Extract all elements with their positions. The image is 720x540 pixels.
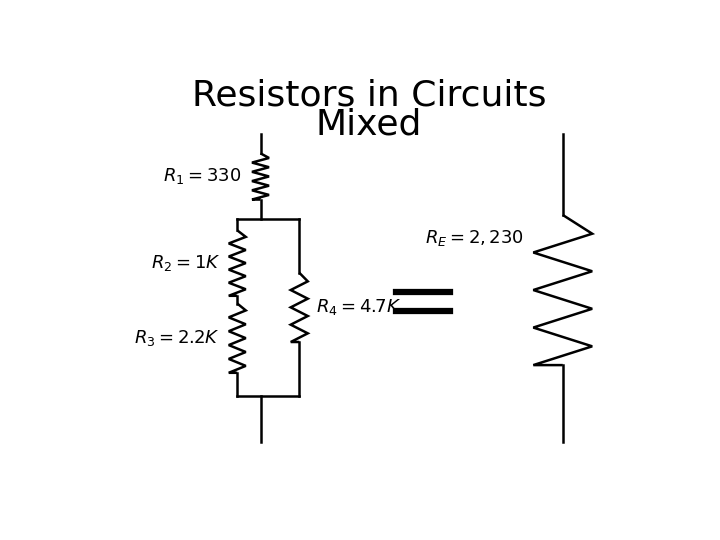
Text: Mixed: Mixed — [316, 107, 422, 141]
Text: $R_E = 2,230$: $R_E = 2,230$ — [426, 228, 524, 248]
Text: $R_2 = 1K$: $R_2 = 1K$ — [150, 253, 220, 273]
Text: $R_3 = 2.2K$: $R_3 = 2.2K$ — [135, 328, 220, 348]
Text: $R_1 = 330$: $R_1 = 330$ — [163, 166, 241, 186]
Text: $R_4 = 4.7K$: $R_4 = 4.7K$ — [316, 298, 402, 318]
Text: Resistors in Circuits: Resistors in Circuits — [192, 79, 546, 113]
